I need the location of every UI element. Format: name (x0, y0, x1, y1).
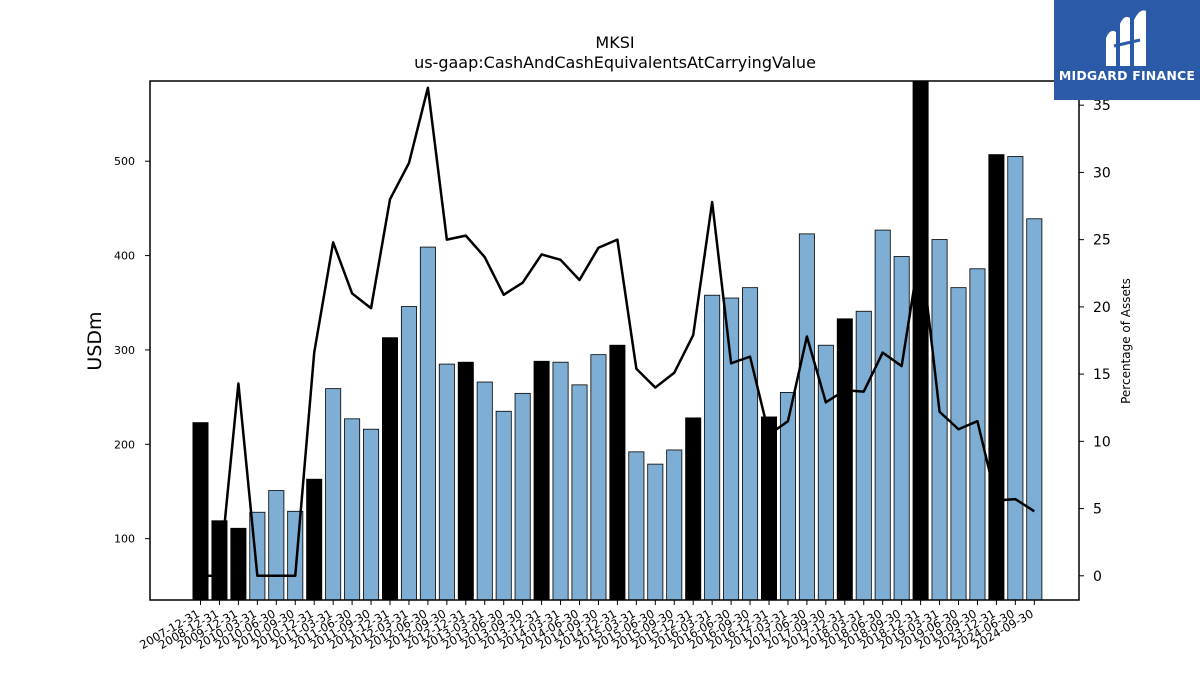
bar (723, 297, 740, 601)
chart-title: MKSI (595, 33, 634, 52)
y2-tick-label: 25 (1093, 233, 1111, 249)
bar (571, 384, 588, 601)
y2-tick-label: 35 (1093, 98, 1111, 114)
bar (742, 287, 759, 601)
y-axis-label: USDm (84, 311, 106, 370)
y2-tick-label: 15 (1093, 367, 1111, 383)
bar (855, 310, 872, 601)
chart-subtitle: us-gaap:CashAndCashEquivalentsAtCarrying… (414, 53, 816, 72)
bar (344, 418, 361, 601)
bar (457, 361, 474, 601)
midgard-logo-icon (1106, 10, 1146, 66)
bar (400, 306, 417, 601)
bar (931, 239, 948, 601)
y-tick-label: 200 (114, 438, 135, 451)
y-tick-label: 400 (114, 250, 135, 263)
y2-axis-label: Percentage of Assets (1119, 278, 1133, 404)
bar (704, 294, 721, 601)
bar (761, 416, 778, 601)
y2-tick-label: 5 (1093, 502, 1102, 518)
bar (325, 388, 342, 601)
bar (798, 233, 815, 601)
bar (685, 417, 702, 601)
x-axis: 2007-12-312008-12-312009-12-312010-03-31… (137, 600, 1036, 652)
bar (609, 344, 626, 601)
bar (306, 478, 323, 601)
bar (874, 229, 891, 601)
y2-tick-label: 20 (1093, 300, 1111, 316)
bar (192, 422, 209, 601)
bar (628, 451, 645, 601)
bar (1007, 156, 1024, 601)
bar (552, 361, 569, 601)
bar (438, 363, 455, 601)
bar (647, 463, 664, 601)
bar (988, 154, 1005, 601)
y-tick-label: 100 (114, 533, 135, 546)
bar (969, 268, 986, 601)
brand-logo: MIDGARD FINANCE (1054, 0, 1200, 100)
bar (533, 360, 550, 601)
percentage-line (200, 86, 1035, 578)
bar-series (192, 80, 1043, 601)
bar (419, 246, 436, 601)
bar (950, 287, 967, 601)
bar (893, 256, 910, 601)
y-tick-label: 500 (114, 155, 135, 168)
y2-tick-label: 0 (1093, 569, 1102, 585)
y2-tick-label: 10 (1093, 434, 1111, 450)
bar (590, 354, 607, 601)
bar (230, 527, 247, 601)
bar (666, 449, 683, 601)
bar (495, 410, 512, 601)
bar (836, 318, 853, 601)
plot-frame (149, 80, 1080, 601)
bar (381, 337, 398, 601)
bar (1026, 218, 1043, 601)
bar (514, 392, 531, 601)
line-series (200, 86, 1035, 578)
y-tick-label: 300 (114, 344, 135, 357)
bar (912, 80, 929, 601)
bar (268, 490, 285, 601)
left-axis: 100 200 300 400 500 (114, 155, 150, 546)
right-axis: 0 5 10 15 20 25 30 35 (1079, 98, 1111, 585)
y2-tick-label: 30 (1093, 165, 1111, 181)
bar (476, 381, 493, 601)
bar (363, 428, 380, 601)
brand-name: MIDGARD FINANCE (1058, 68, 1196, 83)
